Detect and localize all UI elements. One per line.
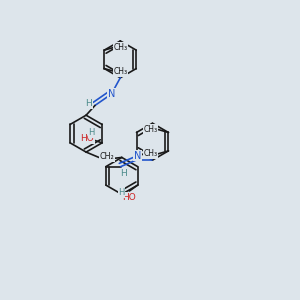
Text: CH₃: CH₃ (143, 149, 158, 158)
Text: N: N (134, 151, 141, 160)
Text: CH₃: CH₃ (114, 67, 128, 76)
Text: HO: HO (122, 193, 136, 202)
Text: HO: HO (80, 134, 94, 143)
Text: N: N (108, 89, 115, 99)
Text: CH₃: CH₃ (143, 125, 158, 134)
Text: H: H (88, 128, 95, 137)
Text: CH₂: CH₂ (100, 152, 114, 161)
Text: H: H (120, 169, 127, 178)
Text: H: H (118, 188, 124, 197)
Text: CH₃: CH₃ (114, 43, 128, 52)
Text: H: H (85, 99, 92, 108)
